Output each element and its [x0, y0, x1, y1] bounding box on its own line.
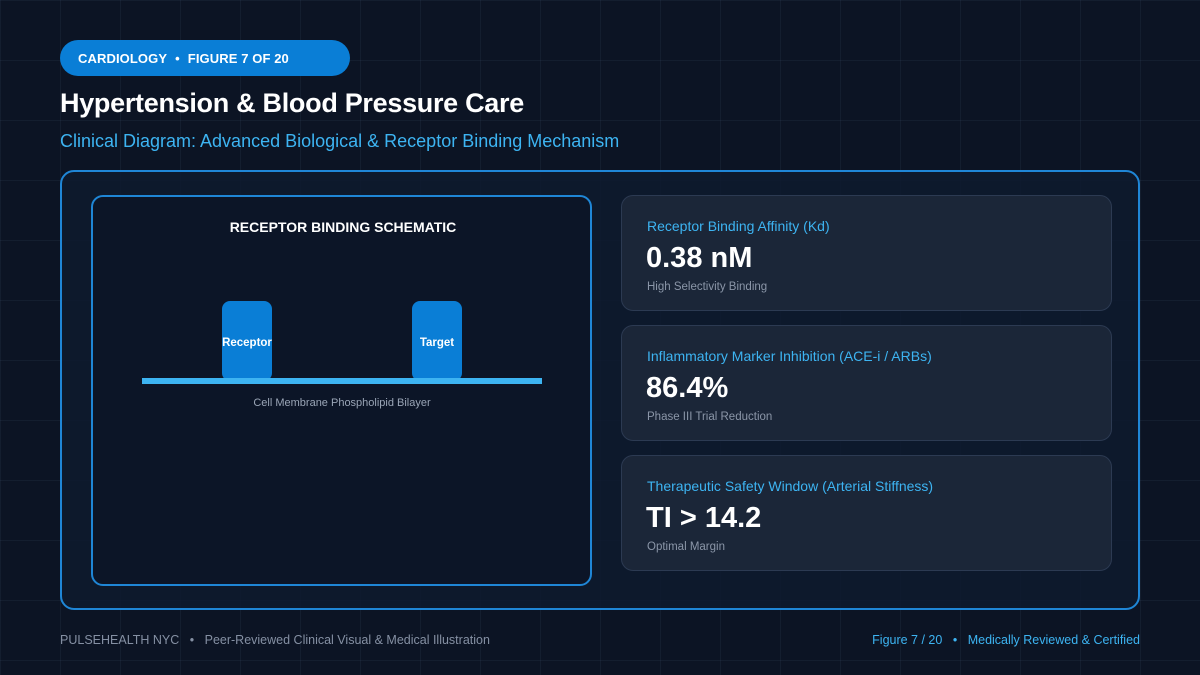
category-badge: CARDIOLOGY • FIGURE 7 OF 20	[60, 40, 350, 76]
footer-figure-line: Figure 7 / 20 • Medically Reviewed & Cer…	[872, 633, 1140, 647]
metric-value: 0.38 nM	[646, 242, 753, 274]
receptor-schematic-diagram: RECEPTOR BINDING SCHEMATIC Receptor Targ…	[91, 195, 592, 586]
footer-separator: •	[189, 633, 195, 647]
page-subtitle: Clinical Diagram: Advanced Biological & …	[60, 131, 620, 151]
metric-note: High Selectivity Binding	[647, 281, 768, 293]
footer-figure: Figure 7 / 20	[872, 633, 943, 647]
schematic-title: RECEPTOR BINDING SCHEMATIC	[230, 219, 457, 235]
target-label: Target	[420, 337, 454, 349]
metric-note: Optimal Margin	[647, 541, 725, 553]
metric-card-safety-window: Therapeutic Safety Window (Arterial Stif…	[621, 455, 1112, 571]
target-block	[412, 301, 462, 381]
metric-label: Therapeutic Safety Window (Arterial Stif…	[647, 478, 934, 494]
cell-membrane-line	[142, 378, 542, 384]
metric-label: Receptor Binding Affinity (Kd)	[647, 218, 830, 234]
receptor-block	[222, 301, 272, 381]
footer-brand-line: PULSEHEALTH NYC • Peer-Reviewed Clinical…	[60, 633, 490, 647]
footer-brand: PULSEHEALTH NYC	[60, 633, 180, 647]
metric-card-binding-affinity: Receptor Binding Affinity (Kd) 0.38 nM H…	[621, 195, 1112, 311]
metric-card-inflammatory-inhibition: Inflammatory Marker Inhibition (ACE-i / …	[621, 325, 1112, 441]
receptor-label: Receptor	[222, 337, 272, 349]
footer-separator: •	[952, 633, 958, 647]
schematic-canvas: RECEPTOR BINDING SCHEMATIC Receptor Targ…	[142, 219, 542, 409]
badge-separator: •	[175, 50, 180, 66]
metric-value: 86.4%	[646, 372, 729, 404]
metric-note: Phase III Trial Reduction	[647, 411, 773, 423]
metric-value: TI > 14.2	[646, 502, 762, 534]
page-title: Hypertension & Blood Pressure Care	[60, 88, 524, 118]
footer-tagline: Peer-Reviewed Clinical Visual & Medical …	[204, 633, 490, 647]
metric-label: Inflammatory Marker Inhibition (ACE-i / …	[647, 348, 932, 364]
content-panel: RECEPTOR BINDING SCHEMATIC Receptor Targ…	[60, 170, 1140, 610]
footer-certification: Medically Reviewed & Certified	[967, 633, 1140, 647]
category-label: CARDIOLOGY	[78, 50, 168, 66]
membrane-label: Cell Membrane Phospholipid Bilayer	[253, 397, 431, 409]
figure-label: FIGURE 7 OF 20	[187, 50, 289, 66]
